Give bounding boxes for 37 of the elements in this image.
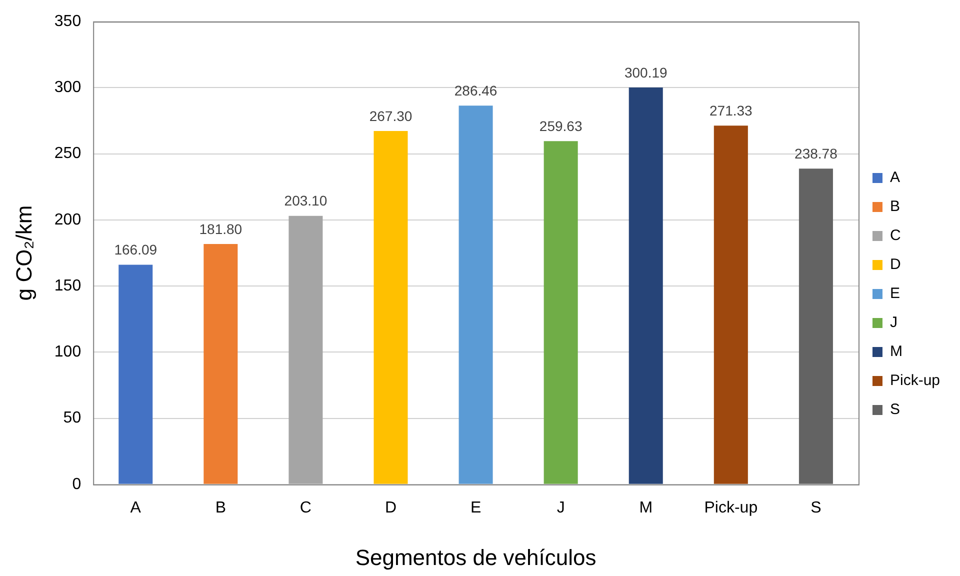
x-tick-label: E <box>470 499 482 516</box>
legend-label: M <box>890 343 902 360</box>
legend-label: D <box>890 256 901 274</box>
x-tick-label: Pick-up <box>704 499 758 516</box>
y-tick-label: 50 <box>63 410 82 427</box>
data-label: 181.80 <box>199 220 242 237</box>
y-tick-label: 200 <box>54 211 82 228</box>
y-tick-label: 350 <box>54 13 82 30</box>
x-tick-label: B <box>215 499 226 516</box>
y-tick-label: 250 <box>54 145 82 162</box>
legend-label: C <box>890 227 901 244</box>
data-label: 286.46 <box>454 82 498 98</box>
x-tick-label: J <box>556 499 565 516</box>
y-tick-label: 100 <box>54 344 82 361</box>
x-tick-label: M <box>639 499 653 516</box>
legend-label: J <box>890 314 898 332</box>
y-tick-label: 150 <box>54 277 82 294</box>
x-axis-title: Segmentos de vehículos <box>355 544 596 570</box>
data-label: 166.09 <box>114 242 158 258</box>
legend-label: E <box>890 285 900 302</box>
x-tick-label: C <box>300 499 312 516</box>
data-label: 267.30 <box>369 108 412 124</box>
legend-label: A <box>890 169 900 186</box>
data-label: 300.19 <box>624 64 668 80</box>
x-tick-label: D <box>384 499 397 516</box>
data-label: 203.10 <box>284 192 328 209</box>
data-label: 238.78 <box>794 146 838 162</box>
legend-label: S <box>890 401 900 418</box>
y-axis-title: g CO₂/km <box>11 205 36 301</box>
legend-label: Pick-up <box>890 372 940 390</box>
y-tick-label: 300 <box>54 79 82 96</box>
data-label: 259.63 <box>539 118 582 134</box>
x-tick-label: A <box>130 499 142 516</box>
legend-label: B <box>890 198 900 216</box>
data-label: 271.33 <box>710 102 753 118</box>
x-tick-label: S <box>810 499 822 516</box>
y-tick-label: 0 <box>72 476 82 493</box>
